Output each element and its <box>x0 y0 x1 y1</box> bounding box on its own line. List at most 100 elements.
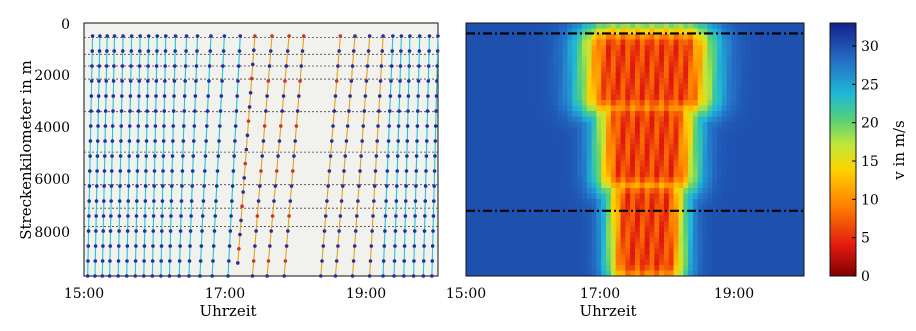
heatmap-cell <box>509 67 515 74</box>
heatmap-cell <box>606 237 612 244</box>
heatmap-cell <box>630 210 636 217</box>
heatmap-cell <box>688 243 694 250</box>
heatmap-cell <box>688 133 694 140</box>
heatmap-cell <box>490 160 496 167</box>
heatmap-cell <box>610 215 617 222</box>
heatmap-cell <box>586 171 593 178</box>
trajectory-point <box>218 124 222 128</box>
heatmap-cell <box>596 204 602 211</box>
heatmap-cell <box>504 265 511 272</box>
heatmap-cell <box>562 122 568 129</box>
heatmap-cell <box>760 199 766 206</box>
heatmap-cell <box>635 188 641 195</box>
heatmap-cell <box>625 210 631 217</box>
heatmap-cell <box>741 199 747 206</box>
heatmap-cell <box>528 182 535 189</box>
heatmap-cell <box>678 116 684 123</box>
heatmap-cell <box>644 215 651 222</box>
heatmap-cell <box>543 248 549 255</box>
heatmap-cell <box>692 204 699 211</box>
heatmap-cell <box>490 34 496 41</box>
heatmap-cell <box>688 215 694 222</box>
heatmap-cell <box>649 188 655 195</box>
heatmap-cell <box>514 28 520 35</box>
heatmap-cell <box>721 72 728 79</box>
heatmap-cell <box>485 138 491 145</box>
heatmap-cell <box>659 270 665 276</box>
heatmap-cell <box>538 100 544 107</box>
trajectory-point <box>129 34 134 38</box>
trajectory-point <box>127 154 131 158</box>
heatmap-cell <box>702 248 709 255</box>
heatmap-cell <box>702 270 709 276</box>
heatmap-cell <box>466 265 472 272</box>
heatmap-cell <box>717 72 723 79</box>
trajectory-chart: 0 2000 4000 6000 8000 15:00 17:00 19:00 … <box>17 17 440 320</box>
heatmap-cell <box>794 83 800 90</box>
heatmap-cell <box>789 265 795 272</box>
heatmap-cell <box>480 83 486 90</box>
trajectory-point <box>142 274 146 278</box>
heatmap-cell <box>514 166 520 173</box>
heatmap-cell <box>601 116 607 123</box>
trajectory-point <box>238 232 242 237</box>
heatmap-cell <box>528 149 535 156</box>
heatmap-cell <box>775 50 781 57</box>
trajectory-point <box>221 49 226 53</box>
heatmap-cell <box>697 89 704 96</box>
heatmap-cell <box>499 89 506 96</box>
heatmap-cell <box>504 254 511 261</box>
heatmap-cell <box>548 116 554 123</box>
heatmap-cell <box>731 100 737 107</box>
heatmap-cell <box>494 243 501 250</box>
heatmap-cell <box>538 248 544 255</box>
heatmap-cell <box>702 34 709 41</box>
heatmap-cell <box>523 105 530 112</box>
trajectory-point <box>233 124 238 128</box>
trajectory-point <box>435 49 440 53</box>
heatmap-cell <box>475 254 482 261</box>
heatmap-cell <box>649 50 655 57</box>
trajectory-point <box>101 244 105 248</box>
heatmap-cell <box>668 188 675 195</box>
heatmap-cell <box>490 122 496 129</box>
heatmap-cell <box>485 210 491 217</box>
heatmap-cell <box>794 94 800 101</box>
heatmap-cell <box>533 160 540 167</box>
trajectory-point <box>112 49 117 53</box>
heatmap-cell <box>770 122 776 129</box>
trajectory-point <box>266 79 271 83</box>
heatmap-cell <box>755 149 762 156</box>
heatmap-cell <box>779 89 786 96</box>
heatmap-cell <box>649 254 655 261</box>
heatmap-cell <box>770 61 776 68</box>
heatmap-cell <box>533 78 540 85</box>
trajectory-point <box>365 64 370 68</box>
heatmap-cell <box>692 61 699 68</box>
heatmap-cell <box>668 199 675 206</box>
heatmap-cell <box>610 50 617 57</box>
heatmap-cell <box>606 111 612 118</box>
heatmap-cell <box>615 116 622 123</box>
heatmap-cell <box>663 193 670 200</box>
heatmap-cell <box>775 111 781 118</box>
heatmap-cell <box>557 83 564 90</box>
heatmap-cell <box>490 270 496 276</box>
heatmap-cell <box>499 28 506 35</box>
trajectory-point <box>362 109 367 113</box>
heatmap-cell <box>702 166 709 173</box>
heatmap-cell <box>552 270 559 276</box>
heatmap-cell <box>499 78 506 85</box>
heatmap-cell <box>784 105 791 112</box>
heatmap-cell <box>499 100 506 107</box>
heatmap-cell <box>480 111 486 118</box>
heatmap-cell <box>591 210 597 217</box>
heatmap-cell <box>625 105 631 112</box>
heatmap-cell <box>504 133 511 140</box>
heatmap-cell <box>601 127 607 134</box>
heatmap-cell <box>775 199 781 206</box>
heatmap-cell <box>509 116 515 123</box>
heatmap-cell <box>639 177 646 184</box>
heatmap-cell <box>770 100 776 107</box>
heatmap-cell <box>635 78 641 85</box>
